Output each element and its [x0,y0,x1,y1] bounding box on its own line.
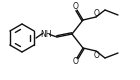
Text: O: O [94,8,100,18]
Text: O: O [94,50,100,60]
Text: O: O [73,58,79,66]
Text: O: O [73,2,79,10]
Text: NH: NH [40,30,52,38]
